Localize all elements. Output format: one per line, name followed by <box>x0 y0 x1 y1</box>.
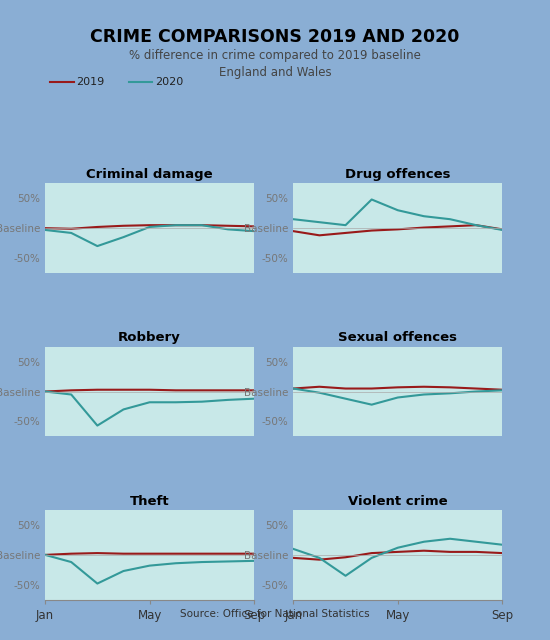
Title: Robbery: Robbery <box>118 331 181 344</box>
Text: England and Wales: England and Wales <box>219 66 331 79</box>
Text: % difference in crime compared to 2019 baseline: % difference in crime compared to 2019 b… <box>129 49 421 63</box>
Text: 2019: 2019 <box>76 77 104 86</box>
Title: Violent crime: Violent crime <box>348 495 448 508</box>
Title: Criminal damage: Criminal damage <box>86 168 213 181</box>
Title: Drug offences: Drug offences <box>345 168 450 181</box>
Text: CRIME COMPARISONS 2019 AND 2020: CRIME COMPARISONS 2019 AND 2020 <box>90 28 460 46</box>
Title: Theft: Theft <box>130 495 169 508</box>
Text: 2020: 2020 <box>155 77 183 86</box>
Title: Sexual offences: Sexual offences <box>338 331 457 344</box>
Text: Source: Office for National Statistics: Source: Office for National Statistics <box>180 609 370 619</box>
